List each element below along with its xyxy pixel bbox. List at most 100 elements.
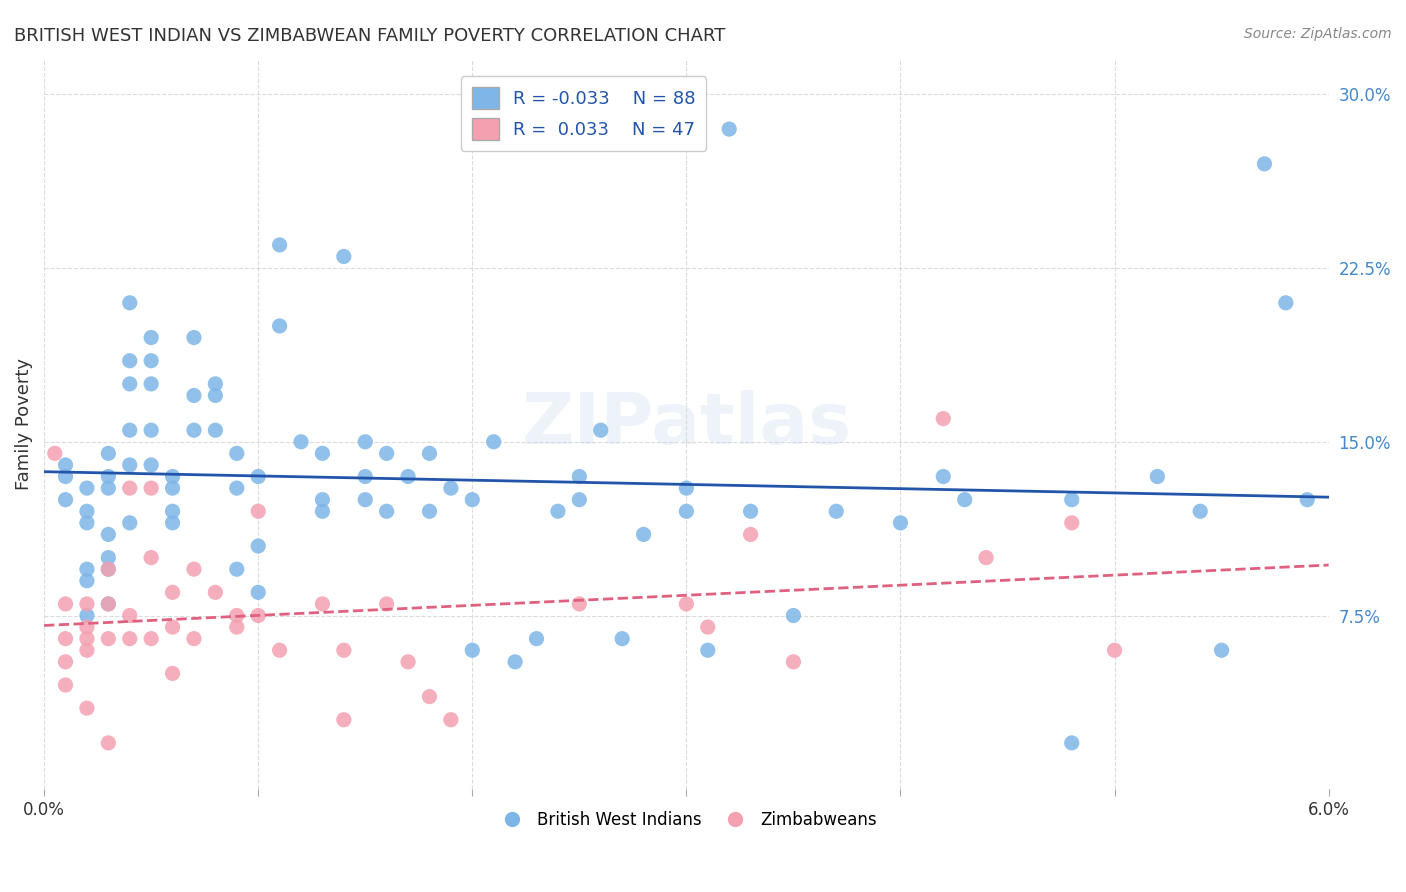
- Point: [269, 318, 291, 333]
- Point: [204, 388, 226, 402]
- Point: [162, 481, 184, 495]
- Point: [889, 516, 911, 530]
- Point: [183, 388, 205, 402]
- Point: [1211, 643, 1233, 657]
- Point: [97, 597, 120, 611]
- Point: [1146, 469, 1168, 483]
- Point: [568, 492, 591, 507]
- Point: [44, 446, 66, 460]
- Point: [1060, 492, 1083, 507]
- Point: [568, 469, 591, 483]
- Text: Source: ZipAtlas.com: Source: ZipAtlas.com: [1244, 27, 1392, 41]
- Point: [97, 562, 120, 576]
- Point: [141, 423, 163, 437]
- Point: [97, 527, 120, 541]
- Point: [247, 539, 270, 553]
- Point: [76, 597, 98, 611]
- Point: [418, 504, 440, 518]
- Point: [482, 434, 505, 449]
- Point: [418, 446, 440, 460]
- Point: [311, 597, 333, 611]
- Point: [162, 469, 184, 483]
- Point: [396, 469, 419, 483]
- Point: [633, 527, 655, 541]
- Point: [396, 655, 419, 669]
- Point: [1275, 295, 1298, 310]
- Point: [97, 562, 120, 576]
- Point: [247, 504, 270, 518]
- Point: [696, 620, 718, 634]
- Point: [225, 620, 247, 634]
- Point: [311, 446, 333, 460]
- Point: [97, 469, 120, 483]
- Point: [782, 655, 804, 669]
- Point: [183, 330, 205, 344]
- Point: [269, 238, 291, 252]
- Point: [141, 481, 163, 495]
- Point: [375, 504, 398, 518]
- Point: [675, 597, 697, 611]
- Point: [225, 562, 247, 576]
- Point: [825, 504, 848, 518]
- Point: [204, 376, 226, 391]
- Point: [141, 632, 163, 646]
- Point: [440, 713, 463, 727]
- Point: [183, 562, 205, 576]
- Point: [76, 608, 98, 623]
- Point: [333, 643, 356, 657]
- Point: [55, 492, 77, 507]
- Point: [290, 434, 312, 449]
- Point: [76, 632, 98, 646]
- Point: [225, 446, 247, 460]
- Point: [118, 481, 141, 495]
- Point: [55, 678, 77, 692]
- Point: [718, 122, 741, 136]
- Point: [1060, 736, 1083, 750]
- Point: [141, 353, 163, 368]
- Point: [440, 481, 463, 495]
- Point: [76, 643, 98, 657]
- Point: [141, 458, 163, 472]
- Point: [118, 376, 141, 391]
- Point: [974, 550, 997, 565]
- Point: [1253, 157, 1275, 171]
- Point: [1060, 516, 1083, 530]
- Point: [247, 585, 270, 599]
- Point: [375, 446, 398, 460]
- Point: [740, 527, 762, 541]
- Point: [311, 492, 333, 507]
- Point: [225, 608, 247, 623]
- Point: [1104, 643, 1126, 657]
- Point: [76, 504, 98, 518]
- Point: [782, 608, 804, 623]
- Point: [55, 469, 77, 483]
- Point: [76, 481, 98, 495]
- Point: [740, 504, 762, 518]
- Point: [118, 458, 141, 472]
- Point: [118, 295, 141, 310]
- Point: [162, 585, 184, 599]
- Point: [76, 620, 98, 634]
- Point: [55, 458, 77, 472]
- Point: [269, 643, 291, 657]
- Point: [225, 481, 247, 495]
- Point: [354, 492, 377, 507]
- Point: [675, 504, 697, 518]
- Point: [311, 504, 333, 518]
- Point: [696, 643, 718, 657]
- Point: [204, 585, 226, 599]
- Point: [97, 736, 120, 750]
- Point: [418, 690, 440, 704]
- Point: [526, 632, 548, 646]
- Point: [76, 701, 98, 715]
- Point: [204, 423, 226, 437]
- Point: [354, 434, 377, 449]
- Point: [183, 423, 205, 437]
- Point: [162, 666, 184, 681]
- Point: [589, 423, 612, 437]
- Point: [55, 597, 77, 611]
- Point: [97, 481, 120, 495]
- Point: [118, 353, 141, 368]
- Point: [118, 608, 141, 623]
- Point: [55, 655, 77, 669]
